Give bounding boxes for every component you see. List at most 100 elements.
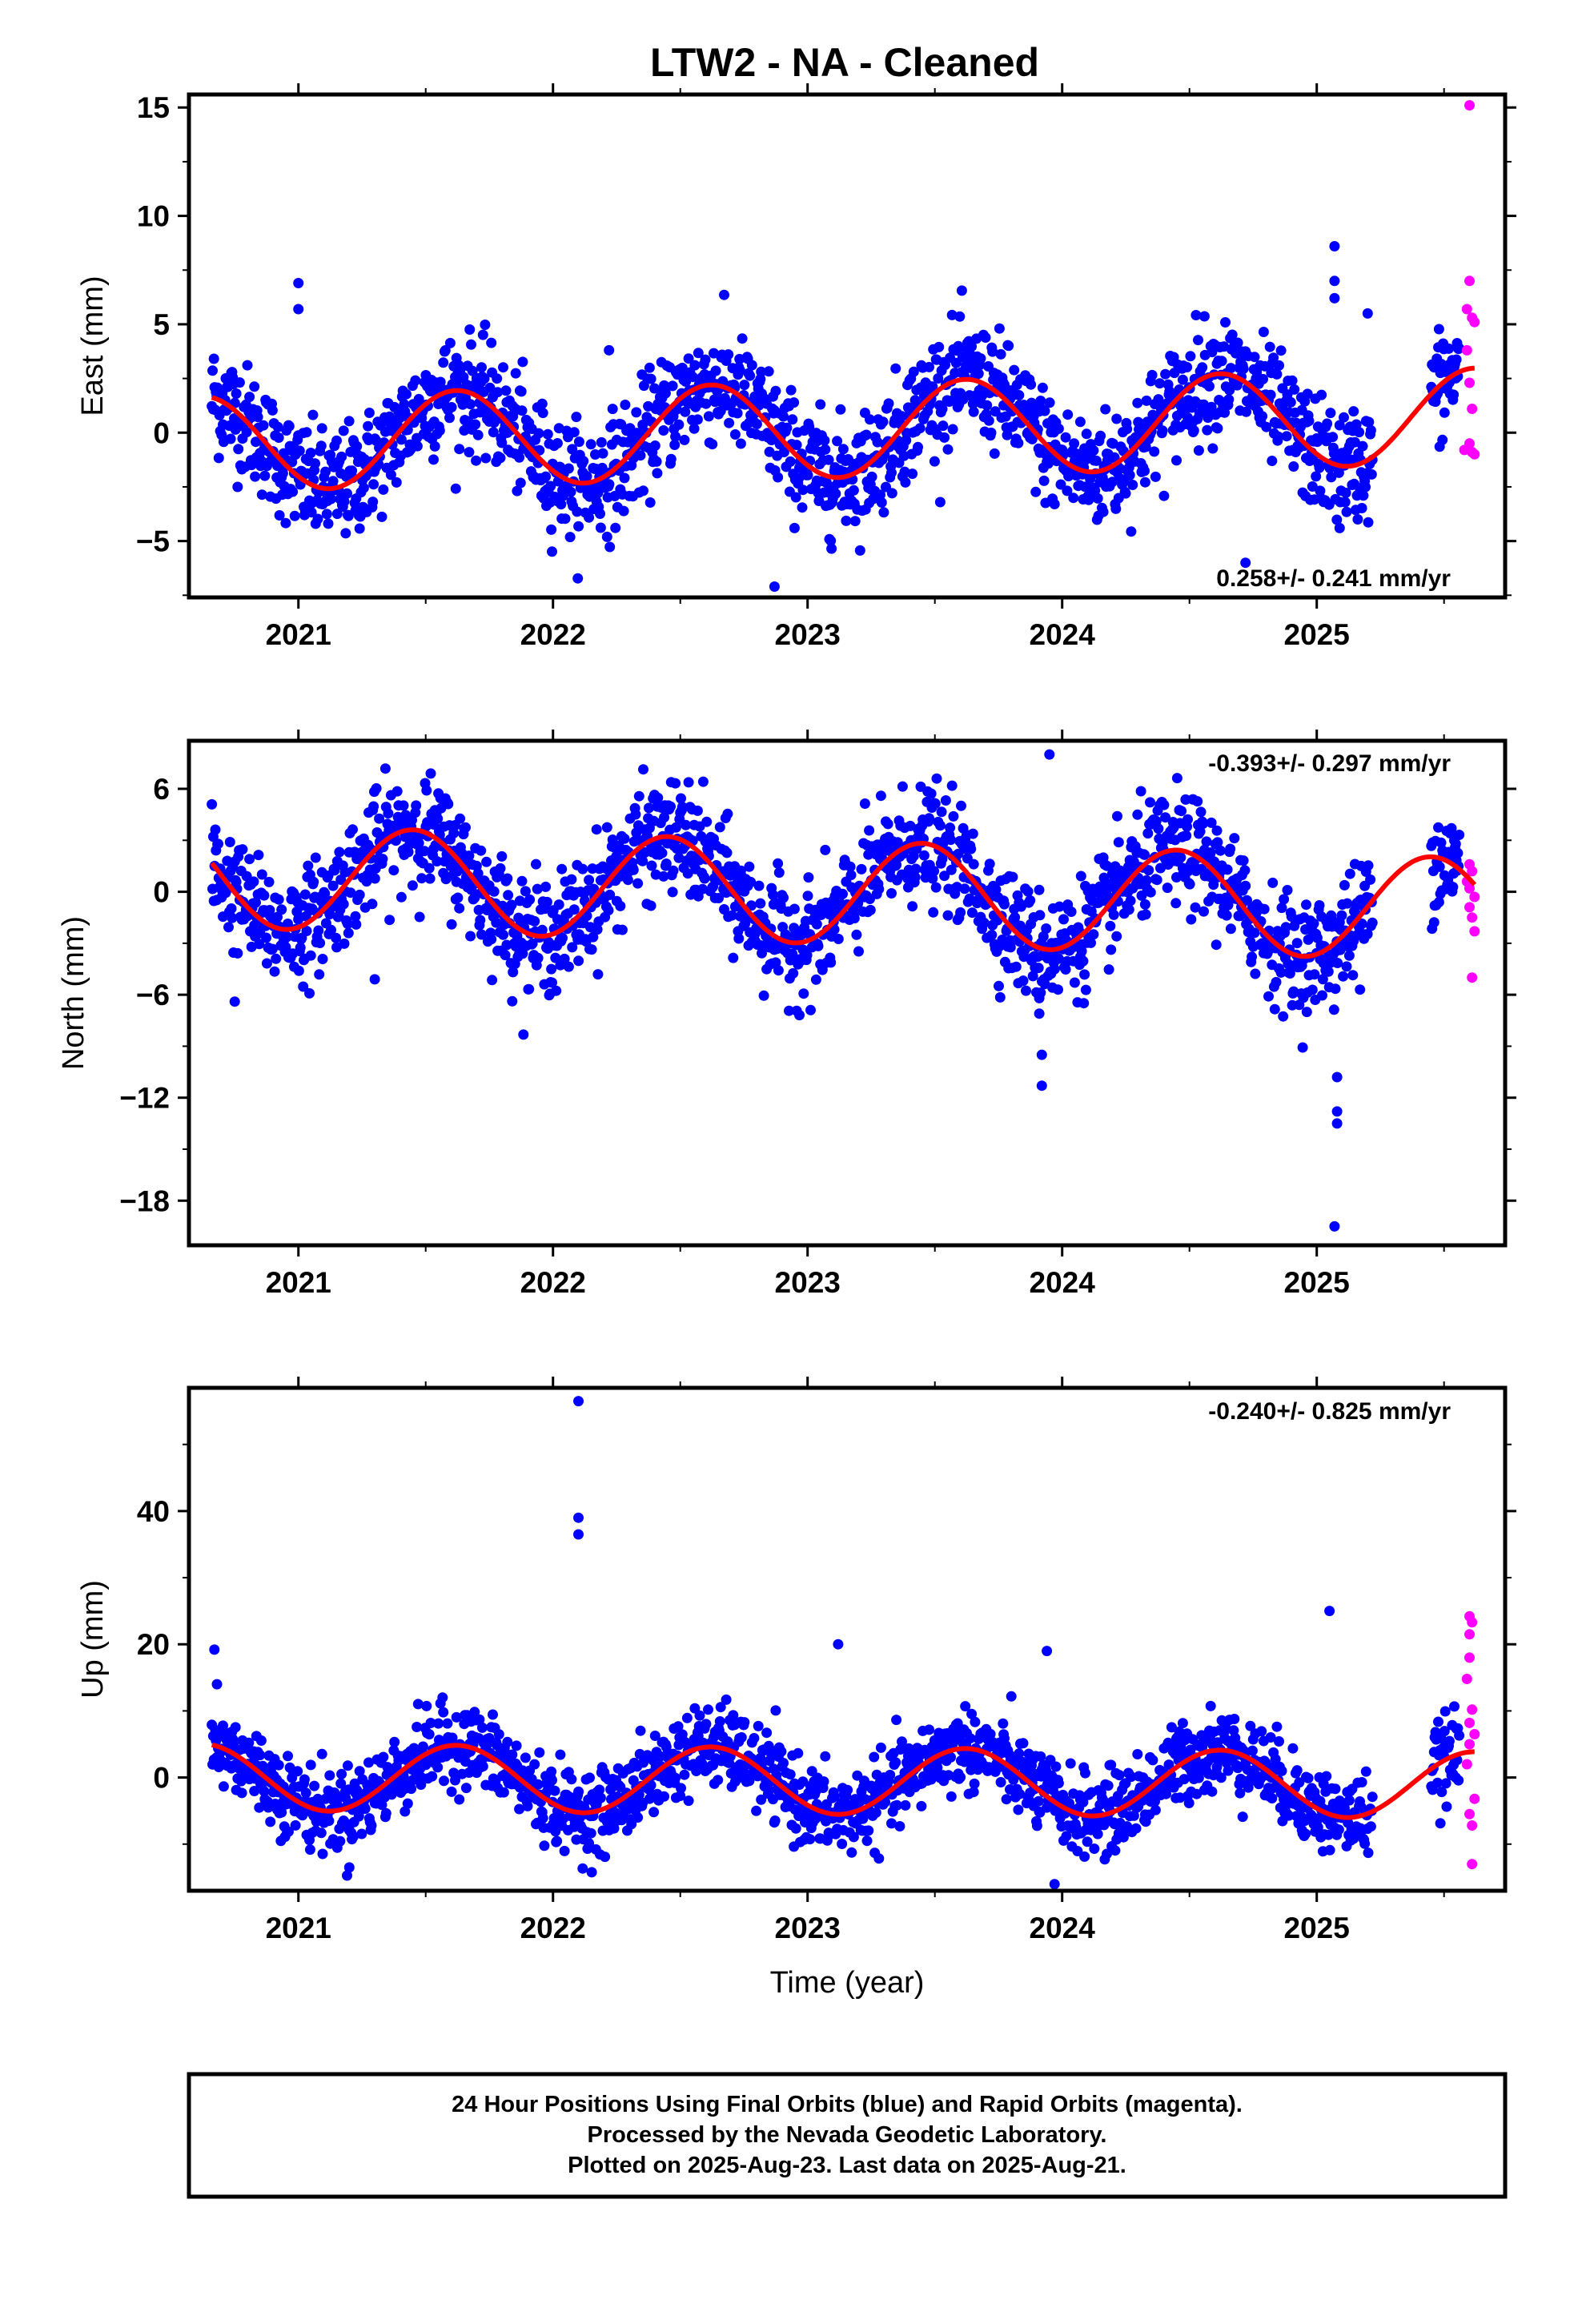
final-orbit-point [1190,902,1201,913]
final-orbit-point [1238,364,1249,374]
final-orbit-point [531,858,541,870]
final-orbit-point [596,436,607,448]
final-orbit-point [1035,1751,1046,1762]
final-orbit-point [428,454,439,465]
final-orbit-point [766,435,777,445]
final-orbit-point [236,1787,247,1799]
final-orbit-point [1139,465,1150,476]
final-orbit-point [1132,809,1143,820]
final-orbit-point [873,883,885,895]
final-orbit-point [1314,900,1325,911]
final-orbit-point [500,950,511,961]
final-orbit-point [1257,411,1268,422]
final-orbit-point [645,373,656,384]
final-orbit-point [1060,432,1071,443]
final-orbit-point [739,380,750,391]
final-orbit-point [1100,404,1111,415]
final-orbit-point [649,383,660,394]
final-orbit-point [744,861,755,872]
final-orbit-point [930,798,941,809]
final-orbit-point [1018,975,1029,987]
final-orbit-point [995,1777,1006,1787]
final-orbit-point [367,497,379,508]
final-orbit-point [465,931,476,942]
final-orbit-point [310,852,321,863]
final-orbit-point [1014,390,1025,400]
final-orbit-point [480,452,492,464]
final-orbit-point [953,848,964,859]
final-orbit-point [326,493,336,505]
final-orbit-point [432,856,443,866]
final-orbit-point [1454,830,1465,840]
final-orbit-point [846,1847,857,1858]
north-rate-label: -0.393+/- 0.297 mm/yr [1208,750,1451,777]
final-orbit-point [440,345,451,356]
final-orbit-point [454,903,465,914]
final-orbit-point [659,380,670,391]
final-orbit-point [1301,899,1311,911]
final-orbit-point [1102,860,1112,871]
final-orbit-point [488,1709,498,1720]
final-orbit-point [584,1772,595,1783]
final-orbit-point [508,967,519,978]
final-orbit-point [1010,961,1022,972]
rapid-orbit-point [1464,902,1475,913]
final-orbit-point [294,445,305,456]
final-orbit-point [545,480,556,492]
rapid-orbit-point [1467,972,1478,983]
final-orbit-point [1078,1796,1089,1807]
final-orbit-point [837,444,849,455]
rapid-orbit-point [1464,100,1475,111]
final-orbit-point [363,408,375,418]
y-tick-label: 0 [153,416,170,449]
final-orbit-point [287,486,299,497]
final-orbit-point [942,444,954,455]
final-orbit-point [1250,968,1261,979]
final-orbit-point [849,913,860,924]
final-orbit-point [818,1776,829,1787]
final-orbit-point [637,855,648,866]
final-orbit-point [369,873,380,884]
final-orbit-point [1111,413,1122,424]
final-orbit-point [1132,1749,1143,1759]
final-orbit-point [540,881,552,892]
final-orbit-point [573,436,584,448]
final-orbit-point [823,454,834,465]
final-orbit-point [983,415,994,426]
final-orbit-point [552,438,563,448]
final-orbit-point [371,783,382,794]
final-orbit-point [851,929,862,940]
final-orbit-point [1269,1003,1280,1015]
final-orbit-point [1044,397,1055,408]
final-orbit-point [297,1810,308,1821]
final-orbit-point [1145,887,1156,898]
final-orbit-point [1177,1718,1188,1729]
final-orbit-point [740,1760,751,1771]
final-orbit-point [883,398,894,409]
final-orbit-point [649,440,661,451]
final-orbit-point [396,891,407,903]
final-orbit-point [444,337,456,348]
final-orbit-point [400,1806,411,1817]
final-orbit-point [1365,424,1376,436]
final-orbit-point [498,929,508,940]
final-orbit-point [460,822,471,833]
final-orbit-point [338,899,349,910]
final-orbit-point [1102,1780,1114,1791]
final-orbit-point [455,813,466,824]
final-orbit-point [891,1715,902,1726]
final-orbit-point [1018,1738,1029,1749]
final-orbit-point [267,943,278,955]
final-orbit-point [368,801,379,812]
final-orbit-point [391,786,403,797]
final-orbit-point [253,850,264,861]
final-orbit-point [529,915,540,927]
final-orbit-point [1001,1794,1012,1805]
final-orbit-point [693,348,704,359]
final-orbit-point [1261,421,1272,432]
final-orbit-point [1205,847,1216,858]
final-orbit-point [946,1751,956,1763]
final-orbit-point [1363,517,1374,528]
rapid-orbit-point [1459,444,1470,456]
